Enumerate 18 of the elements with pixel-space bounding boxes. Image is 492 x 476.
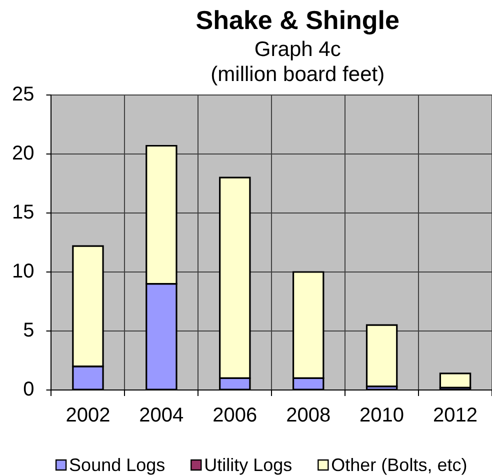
x-tick-label: 2006	[212, 404, 258, 427]
chart-title: Shake & Shingle	[196, 5, 400, 36]
y-tick-label: 15	[12, 202, 34, 224]
legend-label: Sound Logs	[69, 454, 166, 475]
y-tick-label: 25	[12, 84, 34, 106]
x-tick-label: 2008	[286, 404, 331, 427]
y-axis-title: (million board feet)	[210, 62, 385, 86]
x-tick-label: 2004	[139, 404, 184, 427]
chart-subtitle: Graph 4c	[254, 38, 341, 61]
y-tick-label: 5	[23, 320, 34, 342]
x-tick-label: 2010	[360, 404, 404, 427]
x-tick-label: 2012	[433, 404, 478, 427]
legend-label: Utility Logs	[204, 454, 292, 475]
legend-label: Other (Bolts, etc)	[331, 454, 468, 475]
y-tick-label: 0	[23, 378, 34, 401]
y-tick-label: 20	[12, 142, 34, 165]
x-tick-label: 2002	[66, 404, 110, 427]
y-tick-label: 10	[12, 260, 34, 283]
